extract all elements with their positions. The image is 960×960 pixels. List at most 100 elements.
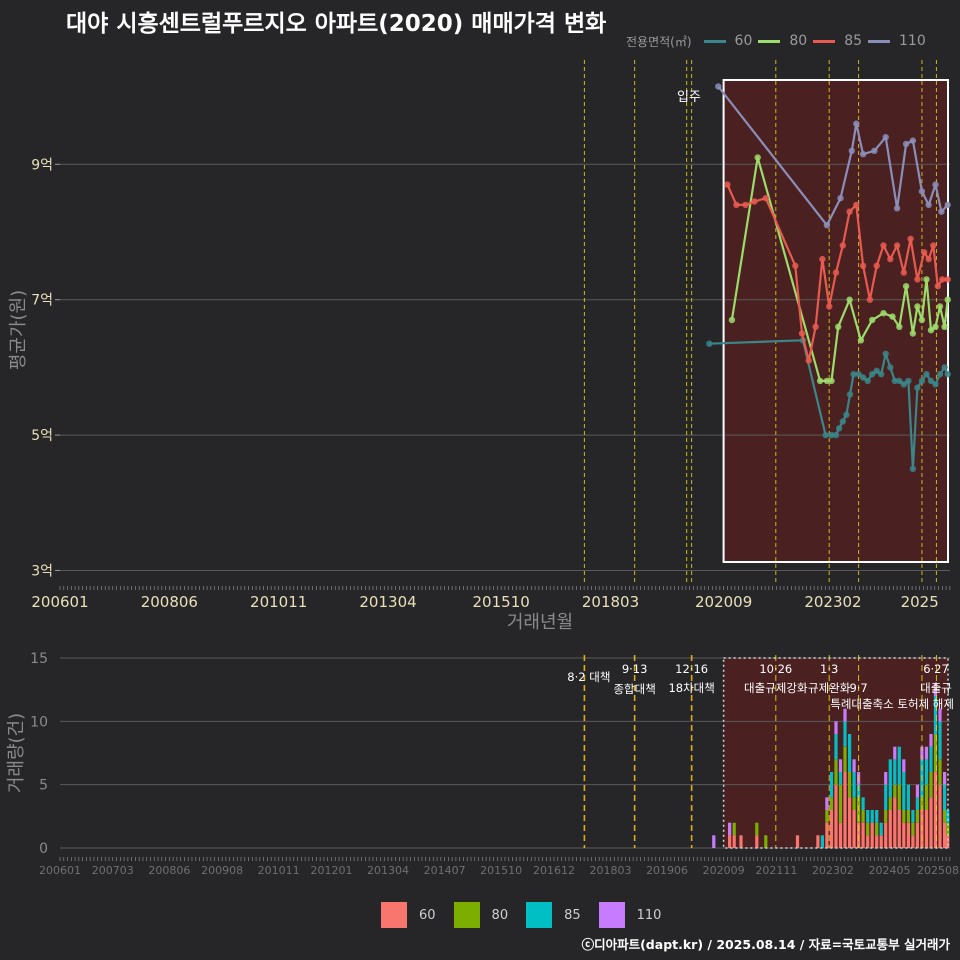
bar-legend-label: 85 (564, 907, 581, 923)
data-point-85 (934, 283, 941, 290)
legend-item-80: 80 (758, 33, 807, 49)
bar-segment-80 (938, 759, 942, 785)
data-point-85 (914, 276, 921, 283)
bar-legend-label: 60 (419, 907, 436, 923)
bar-segment-60 (728, 835, 732, 848)
data-point-85 (819, 255, 826, 263)
policy-text-label: 종합대책 (613, 682, 655, 696)
bar-segment-80 (929, 772, 933, 798)
bar-segment-80 (893, 784, 897, 798)
bar-x-tick-label: 202508 (917, 864, 959, 877)
bar-legend-item-85: 85 (526, 902, 581, 928)
bar-segment-60 (893, 797, 897, 848)
data-point-60 (909, 465, 917, 473)
bar-segment-85 (852, 772, 856, 798)
bar-x-tick-label: 201201 (310, 864, 352, 877)
bar-segment-80 (732, 822, 736, 836)
policy-date-label: 9·13 (622, 662, 648, 676)
data-point-110 (837, 195, 844, 202)
bar-x-tick-label: 201906 (646, 864, 688, 877)
bar-x-tick-label: 201510 (480, 864, 522, 877)
bar-segment-80 (764, 835, 768, 848)
x-tick-label: 200806 (141, 593, 198, 611)
x-tick-label: 201011 (250, 593, 307, 611)
bar-segment-60 (888, 810, 892, 848)
data-point-60 (846, 391, 854, 398)
legend-swatch-60 (703, 39, 726, 43)
data-point-60 (843, 411, 850, 418)
bar-legend-item-60: 60 (381, 902, 436, 928)
data-point-80 (816, 377, 824, 385)
legend-label: 80 (789, 33, 808, 49)
bar-segment-110 (924, 746, 929, 760)
x-tick-label: 2025 (901, 593, 939, 611)
policy-text-label: 대출규제강화 (744, 681, 808, 695)
bar-segment-60 (834, 784, 838, 848)
bar-segment-110 (902, 759, 906, 772)
bar-legend-label: 110 (636, 907, 662, 923)
data-point-85 (742, 201, 749, 209)
bar-segment-80 (838, 784, 843, 823)
data-point-85 (762, 195, 769, 202)
bar-segment-80 (897, 784, 901, 810)
x-axis-label: 거래년월 (507, 612, 573, 633)
bar-x-tick-label: 202302 (812, 864, 854, 877)
bar-segment-85 (829, 772, 834, 798)
data-point-85 (859, 262, 867, 269)
data-point-110 (848, 147, 855, 154)
data-point-85 (724, 181, 731, 188)
bar-segment-80 (906, 810, 910, 823)
bar-x-tick-label: 202111 (755, 864, 797, 877)
x-tick-label: 200601 (31, 593, 88, 611)
bar-segment-80 (884, 810, 888, 823)
data-point-110 (893, 205, 901, 212)
data-point-80 (728, 316, 736, 324)
data-point-60 (864, 377, 871, 385)
data-point-110 (932, 181, 939, 188)
legend-label: 110 (899, 33, 926, 49)
data-point-85 (798, 330, 806, 337)
bar-segment-85 (857, 784, 861, 798)
bar-x-tick-label: 201803 (590, 864, 632, 877)
data-point-110 (859, 151, 867, 158)
bar-segment-110 (933, 683, 938, 696)
data-point-60 (887, 364, 894, 371)
data-point-85 (733, 201, 740, 209)
data-point-60 (859, 374, 867, 381)
bar-segment-80 (933, 734, 938, 772)
y-tick-label: 9억 (31, 157, 53, 173)
legend-label: 85 (844, 33, 863, 49)
bar-segment-85 (884, 784, 888, 810)
bar-segment-80 (843, 746, 847, 772)
policy-text-label: 대출규 (920, 681, 952, 695)
bar-x-tick-label: 200703 (92, 864, 134, 877)
bar-segment-60 (884, 822, 888, 848)
data-point-80 (927, 327, 935, 334)
data-point-60 (936, 371, 944, 378)
bar-segment-80 (829, 797, 834, 810)
bar-segment-85 (848, 734, 852, 772)
data-point-85 (907, 235, 914, 242)
data-point-80 (932, 323, 939, 330)
data-point-110 (715, 83, 722, 90)
data-point-60 (891, 377, 898, 385)
policy-text-label: 9·7 (849, 681, 867, 695)
data-point-80 (869, 316, 876, 324)
bar-segment-80 (920, 797, 924, 810)
bar-segment-85 (938, 721, 942, 760)
data-point-60 (855, 371, 862, 378)
bar-segment-60 (915, 822, 919, 848)
bar-x-tick-label: 200908 (201, 864, 243, 877)
data-point-85 (944, 276, 951, 283)
x-tick-label: 201510 (473, 593, 530, 611)
bar-segment-60 (943, 822, 947, 848)
bar-segment-80 (924, 784, 929, 810)
policy-text-label: 규제완화 (808, 681, 851, 695)
bar-segment-85 (866, 810, 870, 823)
x-tick-label: 201304 (359, 593, 416, 611)
bar-y-tick-label: 5 (39, 778, 48, 794)
legend-swatch-110 (868, 39, 891, 43)
bar-legend-swatch-110 (598, 902, 625, 928)
bar-x-tick-label: 201011 (258, 864, 300, 877)
bar-segment-85 (820, 835, 824, 848)
